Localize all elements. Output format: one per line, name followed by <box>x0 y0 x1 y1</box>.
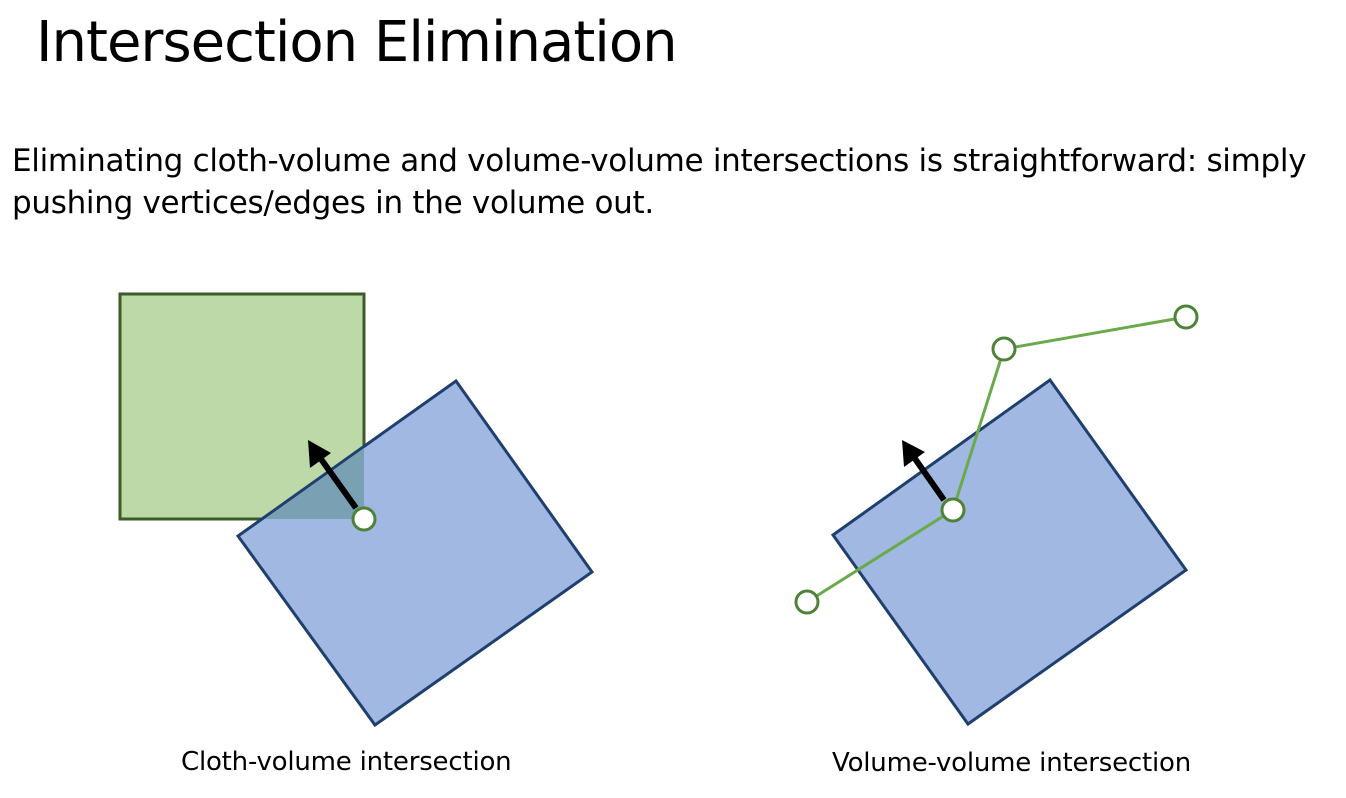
slide-title: Intersection Elimination <box>36 10 678 75</box>
arrowhead-left <box>308 440 331 468</box>
push-out-arrow-right <box>908 451 947 502</box>
cloth-vertex <box>351 506 377 532</box>
caption-cloth-volume: Cloth-volume intersection <box>181 747 512 777</box>
overlap-region <box>265 448 364 519</box>
caption-volume-volume: Volume-volume intersection <box>832 748 1191 778</box>
cloth-volume-diagram <box>118 292 595 728</box>
edge-vertex-1 <box>794 589 820 615</box>
arrowhead-right <box>902 440 925 467</box>
volume-edge-chain <box>806 315 1187 604</box>
volume-box-left <box>235 378 595 728</box>
volume-volume-diagram <box>794 304 1199 727</box>
body-text-line-2: pushing vertices/edges in the volume out… <box>12 185 654 221</box>
body-text: Eliminating cloth-volume and volume-volu… <box>12 140 1342 224</box>
body-text-line-1: Eliminating cloth-volume and volume-volu… <box>12 143 1307 179</box>
push-out-arrow-left <box>313 450 359 510</box>
edge-vertex-4 <box>1173 304 1199 330</box>
edge-vertex-3 <box>991 336 1017 362</box>
edge-vertex-2 <box>940 497 966 523</box>
